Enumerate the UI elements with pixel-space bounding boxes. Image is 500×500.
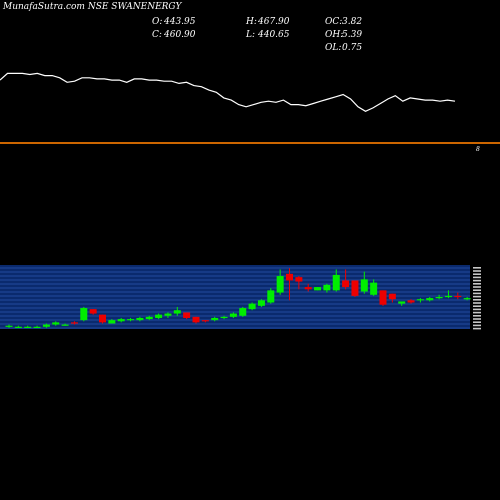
candle-body	[192, 316, 200, 323]
candle-body	[42, 324, 50, 327]
candle-body	[145, 316, 153, 320]
candle-body	[173, 310, 181, 314]
oc-value: 3.82	[342, 17, 362, 27]
candle-body	[239, 308, 247, 316]
candle-body	[89, 309, 97, 314]
price-axis-tick	[473, 308, 481, 311]
price-axis-tick	[473, 318, 481, 320]
candle-body	[24, 326, 32, 328]
price-axis-label: 8	[476, 146, 480, 153]
price-line-plot	[0, 72, 456, 112]
price-axis-tick	[473, 276, 481, 279]
oh-label: OH:	[325, 30, 343, 40]
close-value: 460.90	[163, 30, 196, 40]
candle-body	[370, 282, 378, 295]
candle-body	[70, 322, 78, 324]
candle-body	[454, 295, 462, 298]
candle-body	[211, 317, 219, 321]
price-axis-tick	[473, 327, 481, 330]
price-axis-tick	[473, 295, 481, 298]
candle-body	[444, 295, 452, 298]
candle-body	[342, 280, 350, 288]
candle-body	[379, 290, 387, 305]
low-value: 440.65	[257, 30, 290, 40]
close-label: C:	[152, 30, 162, 40]
price-line	[0, 72, 456, 112]
candlestick-panel	[0, 265, 481, 330]
candle-panel-background	[0, 265, 470, 329]
candle-body	[426, 298, 434, 301]
candle-body	[108, 320, 116, 324]
price-axis-tick	[473, 267, 481, 269]
price-axis-tick	[473, 324, 481, 327]
ol-label: OL:	[325, 43, 341, 53]
price-axis-tick	[473, 279, 481, 282]
candle-body	[99, 314, 106, 323]
price-axis-tick	[473, 305, 481, 307]
price-axis-tick	[473, 270, 481, 272]
price-axis-tick	[473, 311, 481, 314]
candle-body	[295, 277, 303, 282]
candle-body	[201, 320, 209, 322]
panel-divider	[0, 142, 500, 144]
candle-body	[5, 325, 13, 327]
candle-body	[435, 297, 443, 299]
candle-body	[61, 324, 69, 326]
chart-title: MunafaSutra.com NSE SWANENERGY	[2, 2, 182, 12]
candle-body	[267, 290, 275, 303]
candle-body	[463, 298, 471, 300]
open-label: O:	[152, 17, 162, 27]
price-axis-tick	[473, 299, 481, 301]
candle-body	[229, 313, 237, 317]
oh-value: 5.39	[342, 30, 362, 40]
candle-body	[80, 308, 88, 321]
candle-body	[360, 279, 368, 292]
ol-value: 0.75	[342, 43, 362, 53]
price-axis-tick	[473, 292, 481, 295]
candle-body	[220, 316, 228, 319]
candle-body	[248, 303, 256, 310]
oc-label: OC:	[325, 17, 342, 27]
candle-body	[127, 319, 135, 321]
candle-body	[407, 300, 415, 303]
candle-body	[416, 299, 424, 301]
price-axis-tick	[473, 283, 481, 285]
price-axis-tick	[473, 286, 481, 288]
candle-body	[286, 273, 293, 281]
candle-body	[388, 293, 396, 300]
candle-body	[351, 280, 359, 296]
price-axis-tick	[473, 321, 481, 323]
candle-body	[52, 322, 60, 325]
price-axis-tick	[473, 289, 481, 291]
candle-body	[183, 312, 191, 318]
candle-body	[257, 300, 265, 306]
candle-body	[33, 326, 41, 328]
candle-body	[276, 276, 284, 293]
candle-body	[155, 314, 163, 318]
price-axis-tick	[473, 315, 481, 317]
candle-body	[14, 326, 22, 328]
candle-body	[304, 287, 312, 290]
candle-body	[136, 317, 144, 321]
candle-body	[332, 274, 340, 291]
candle-body	[164, 313, 172, 316]
candle-body	[398, 301, 406, 304]
low-label: L:	[245, 30, 255, 40]
price-axis-tick	[473, 302, 481, 304]
candle-body	[314, 287, 322, 291]
high-value: 467.90	[257, 17, 290, 27]
high-label: H:	[245, 17, 257, 27]
candle-body	[323, 284, 331, 291]
candle-body	[117, 319, 125, 322]
price-axis-tick	[473, 273, 481, 275]
open-value: 443.95	[163, 17, 196, 27]
